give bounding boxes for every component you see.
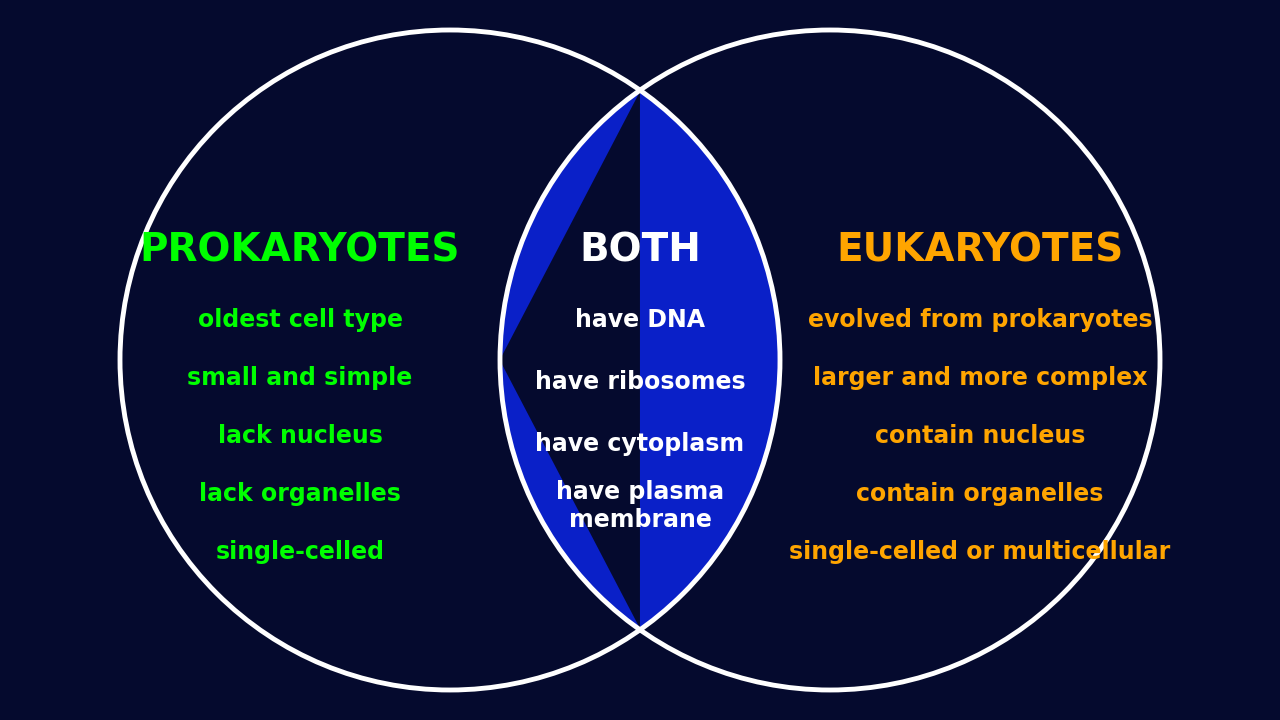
Text: small and simple: small and simple (187, 366, 412, 390)
Text: have ribosomes: have ribosomes (535, 370, 745, 394)
Text: evolved from prokaryotes: evolved from prokaryotes (808, 308, 1152, 332)
Text: lack nucleus: lack nucleus (218, 424, 383, 448)
Text: single-celled: single-celled (215, 540, 384, 564)
Text: lack organelles: lack organelles (200, 482, 401, 506)
Text: PROKARYOTES: PROKARYOTES (140, 231, 461, 269)
Text: EUKARYOTES: EUKARYOTES (836, 231, 1124, 269)
Text: have DNA: have DNA (575, 308, 705, 332)
Text: contain nucleus: contain nucleus (874, 424, 1085, 448)
Text: single-celled or multicellular: single-celled or multicellular (790, 540, 1171, 564)
Polygon shape (500, 90, 780, 630)
Text: BOTH: BOTH (579, 231, 701, 269)
Text: contain organelles: contain organelles (856, 482, 1103, 506)
Text: have plasma
membrane: have plasma membrane (556, 480, 724, 532)
Text: have cytoplasm: have cytoplasm (535, 432, 745, 456)
Text: larger and more complex: larger and more complex (813, 366, 1147, 390)
Text: oldest cell type: oldest cell type (197, 308, 402, 332)
